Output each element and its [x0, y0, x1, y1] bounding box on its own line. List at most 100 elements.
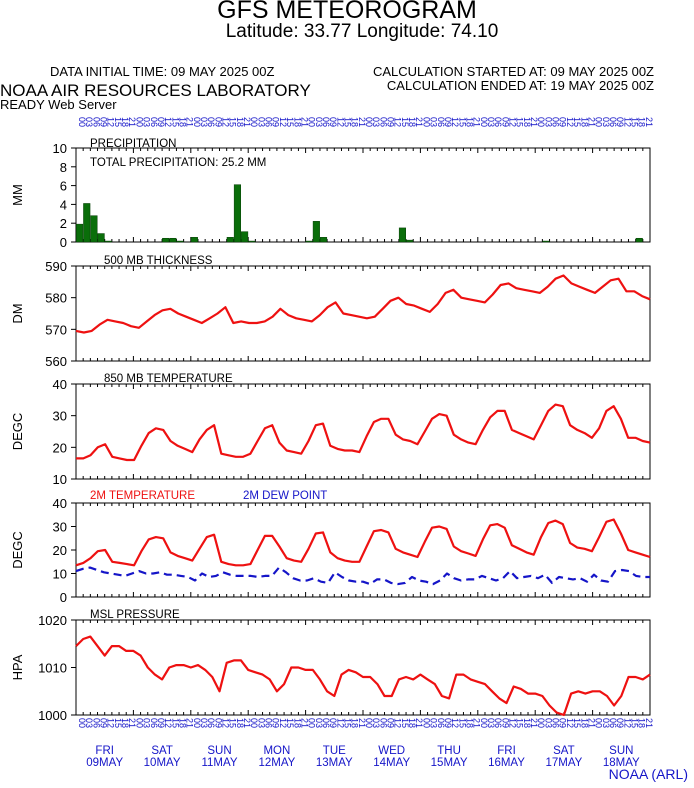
- top-hour-label: 21: [472, 117, 482, 127]
- footer-credit: NOAA (ARL): [608, 766, 688, 782]
- top-hour-label: 06: [91, 117, 101, 127]
- bottom-hour-label: 21: [529, 718, 539, 728]
- bottom-hour-label: 00: [594, 718, 604, 728]
- precip-bar: [104, 240, 112, 243]
- bottom-hour-label: 06: [493, 718, 503, 728]
- series-line: [75, 635, 651, 717]
- top-hour-label: 03: [371, 117, 381, 127]
- top-hour-label: 18: [177, 117, 187, 127]
- top-hour-label: 03: [199, 117, 209, 127]
- bottom-hour-label: 06: [264, 718, 274, 728]
- bottom-hour-label: 21: [357, 718, 367, 728]
- server-name: READY Web Server: [0, 97, 117, 112]
- y-tick-label: 4: [60, 197, 67, 212]
- bottom-hour-label: 21: [414, 718, 424, 728]
- y-tick-label: 2: [60, 216, 67, 231]
- bottom-hour-label: 18: [120, 718, 130, 728]
- top-hour-label: 03: [486, 117, 496, 127]
- top-hour-label: 15: [228, 117, 238, 127]
- top-hour-label: 12: [622, 117, 632, 127]
- bottom-hour-label: 18: [579, 718, 589, 728]
- top-hour-label: 18: [522, 117, 532, 127]
- top-hour-label: 18: [292, 117, 302, 127]
- panel-title: MSL PRESSURE: [90, 609, 180, 621]
- top-hour-label: 21: [242, 117, 252, 127]
- y-tick-label: 1000: [38, 708, 67, 723]
- bottom-hour-label: 00: [364, 718, 374, 728]
- day-date: 13MAY: [316, 757, 353, 769]
- bottom-hour-label: 09: [558, 718, 568, 728]
- day-date: 17MAY: [545, 757, 582, 769]
- bottom-hour-label: 03: [314, 718, 324, 728]
- precip-bar: [176, 240, 184, 243]
- top-hour-label: 21: [127, 117, 137, 127]
- y-tick-label: 590: [45, 259, 67, 274]
- precip-bar: [90, 215, 98, 243]
- y-tick-label: 1020: [38, 613, 67, 628]
- dewpoint-line: [75, 566, 650, 586]
- bottom-hour-label: 00: [421, 718, 431, 728]
- bottom-hour-label: 09: [156, 718, 166, 728]
- precip-bar: [162, 237, 170, 243]
- day-date: 12MAY: [258, 757, 295, 769]
- bottom-hour-label: 09: [386, 718, 396, 728]
- top-hour-label: 03: [601, 117, 611, 127]
- top-hour-label: 06: [321, 117, 331, 127]
- top-hour-label: 06: [149, 117, 159, 127]
- bottom-hour-label: 00: [479, 718, 489, 728]
- y-axis-label: HPA: [10, 654, 25, 680]
- top-hour-label: 12: [508, 117, 518, 127]
- top-hour-label: 03: [543, 117, 553, 127]
- y-tick-label: 1010: [38, 661, 67, 676]
- y-axis-label: DEGC: [10, 531, 25, 569]
- day-date: 11MAY: [201, 757, 237, 769]
- bottom-hour-label: 09: [99, 718, 109, 728]
- top-hour-label: 00: [594, 117, 604, 127]
- top-hour-label: 00: [77, 117, 87, 127]
- top-hour-label: 12: [565, 117, 575, 127]
- top-hour-label: 09: [386, 117, 396, 127]
- top-hour-label: 00: [307, 117, 317, 127]
- bottom-hour-label: 21: [299, 718, 309, 728]
- bottom-hour-label: 00: [77, 718, 87, 728]
- top-hour-label: 09: [443, 117, 453, 127]
- top-hour-label: 21: [299, 117, 309, 127]
- y-axis-label: MM: [10, 184, 25, 206]
- panel-frame: [75, 619, 651, 716]
- top-hour-label: 12: [393, 117, 403, 127]
- top-hour-label: 12: [163, 117, 173, 127]
- bottom-hour-label: 09: [213, 718, 223, 728]
- bottom-hour-label: 00: [249, 718, 259, 728]
- bottom-hour-label: 12: [163, 718, 173, 728]
- top-hour-label: 03: [256, 117, 266, 127]
- top-hour-label: 00: [479, 117, 489, 127]
- bottom-hour-label: 12: [221, 718, 231, 728]
- top-hour-label: 06: [264, 117, 274, 127]
- bottom-hour-label: 06: [436, 718, 446, 728]
- top-hour-label: 15: [285, 117, 295, 127]
- bottom-hour-label: 15: [457, 718, 467, 728]
- y-tick-label: 40: [53, 377, 67, 392]
- day-weekday: SAT: [553, 745, 575, 757]
- bottom-hour-label: 15: [515, 718, 525, 728]
- bottom-hour-label: 03: [199, 718, 209, 728]
- top-hour-label: 21: [529, 117, 539, 127]
- bottom-hour-label: 15: [572, 718, 582, 728]
- day-weekday: FRI: [95, 745, 114, 757]
- day-date: 15MAY: [431, 757, 468, 769]
- panel-title: 850 MB TEMPERATURE: [104, 373, 233, 385]
- precip-bar: [635, 237, 643, 243]
- top-hour-label: 18: [407, 117, 417, 127]
- top-hour-label: 21: [414, 117, 424, 127]
- precip-bar: [398, 227, 406, 243]
- y-tick-label: 10: [53, 567, 67, 582]
- top-hour-label: 06: [608, 117, 618, 127]
- day-weekday: WED: [378, 745, 405, 757]
- top-hour-label: 21: [185, 117, 195, 127]
- top-hour-label: 15: [400, 117, 410, 127]
- precip-bar: [190, 237, 198, 243]
- precip-bar: [320, 237, 328, 243]
- top-hour-label: 03: [429, 117, 439, 127]
- top-hour-label: 12: [450, 117, 460, 127]
- bottom-hour-label: 18: [464, 718, 474, 728]
